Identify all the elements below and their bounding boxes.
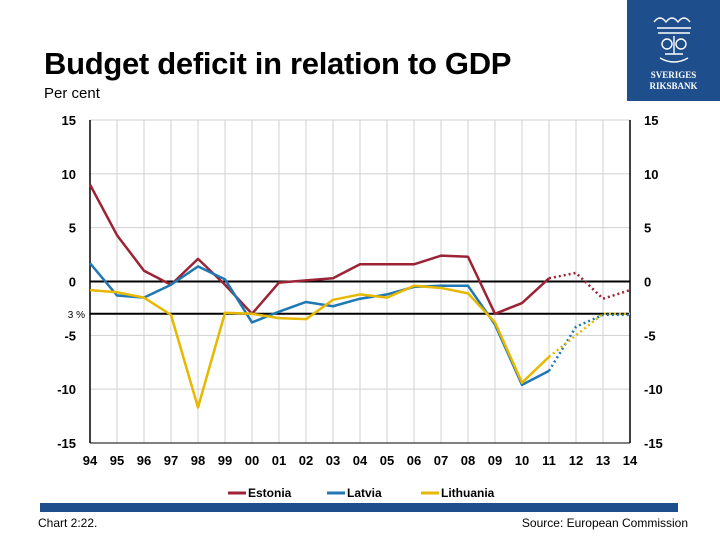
y-tick-label-right: 15 — [644, 113, 658, 128]
x-tick-label: 04 — [353, 453, 368, 468]
series-forecast-lithuania — [548, 312, 630, 358]
y-tick-label-right: 10 — [644, 167, 658, 182]
series-forecast-latvia — [547, 313, 630, 372]
y-tick-label-left: 10 — [62, 167, 76, 182]
x-tick-label: 10 — [515, 453, 529, 468]
x-tick-label: 98 — [191, 453, 205, 468]
x-tick-label: 95 — [110, 453, 124, 468]
series-line-lithuania — [89, 284, 550, 409]
y-tick-label-left: 5 — [69, 221, 76, 236]
y-tick-label-right: -5 — [644, 328, 656, 343]
x-tick-label: 05 — [380, 453, 394, 468]
x-tick-label: 13 — [596, 453, 610, 468]
footer-bar — [40, 503, 678, 512]
x-tick-label: 12 — [569, 453, 583, 468]
y-tick-label-right: -15 — [644, 436, 663, 451]
x-tick-label: 00 — [245, 453, 259, 468]
legend-label: Lithuania — [441, 486, 495, 500]
series-line-latvia — [89, 262, 550, 387]
chart-subtitle: Per cent — [44, 85, 100, 102]
legend-label: Latvia — [347, 486, 382, 500]
y-tick-label-right: 5 — [644, 221, 651, 236]
chart-title: Budget deficit in relation to GDP — [44, 46, 512, 81]
series-line-estonia — [88, 184, 550, 316]
series-forecast-estonia — [548, 271, 631, 301]
x-tick-label: 01 — [272, 453, 286, 468]
x-tick-label: 08 — [461, 453, 475, 468]
reference-line-label: 3 % — [68, 310, 85, 321]
y-tick-label-right: 0 — [644, 275, 651, 290]
logo-text-line1: SVERIGES — [651, 70, 697, 80]
y-tick-label-left: 15 — [62, 113, 76, 128]
y-tick-label-left: -5 — [64, 328, 76, 343]
x-tick-label: 06 — [407, 453, 421, 468]
x-tick-label: 96 — [137, 453, 151, 468]
x-tick-label: 97 — [164, 453, 178, 468]
x-tick-label: 99 — [218, 453, 232, 468]
y-tick-label-left: -15 — [57, 436, 76, 451]
x-tick-label: 09 — [488, 453, 502, 468]
y-tick-label-left: -10 — [57, 382, 76, 397]
logo-text-line2: RIKSBANK — [649, 81, 697, 91]
x-tick-label: 02 — [299, 453, 313, 468]
chart-number: Chart 2:22. — [38, 516, 98, 530]
x-tick-label: 03 — [326, 453, 340, 468]
riksbank-logo: SVERIGES RIKSBANK — [627, 0, 720, 101]
source-note: Source: European Commission — [521, 516, 688, 530]
x-tick-label: 07 — [434, 453, 448, 468]
x-tick-label: 94 — [83, 453, 98, 468]
y-tick-label-right: -10 — [644, 382, 663, 397]
x-tick-label: 11 — [542, 453, 556, 468]
legend-label: Estonia — [248, 486, 292, 500]
y-tick-label-left: 0 — [69, 275, 76, 290]
x-tick-label: 14 — [623, 453, 638, 468]
